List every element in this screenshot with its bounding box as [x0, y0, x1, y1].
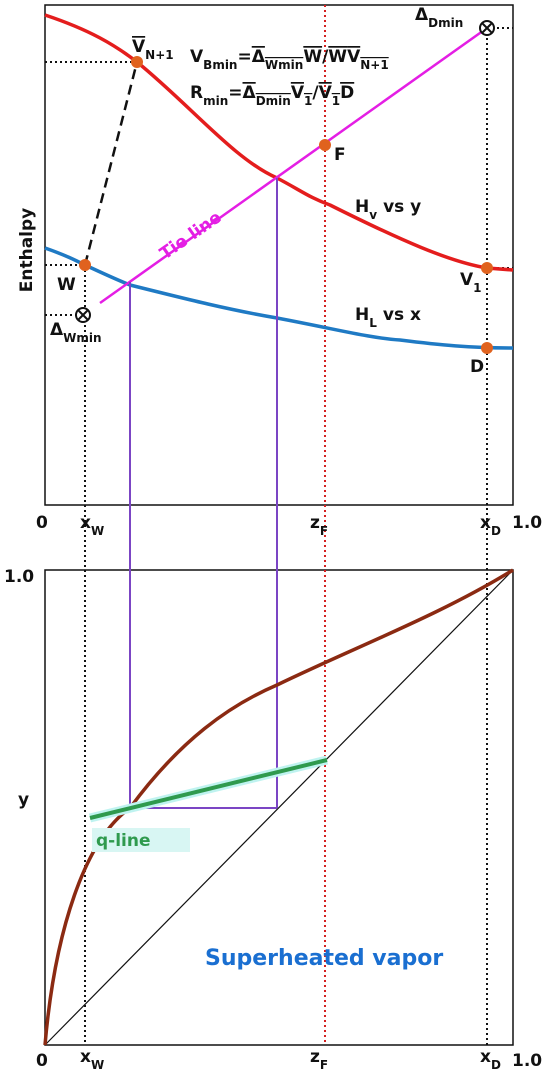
- label-part: x: [480, 1047, 491, 1067]
- label-part: V: [132, 37, 146, 57]
- cross: [77, 309, 89, 321]
- label-part: 1: [473, 281, 481, 295]
- point-label: VN+1: [132, 37, 174, 62]
- eq-part: Δ: [252, 47, 266, 67]
- x-label: zF: [310, 1047, 328, 1072]
- hl-curve: [44, 246, 514, 350]
- label-part: V: [460, 270, 474, 290]
- q-line: [89, 758, 328, 820]
- hv-curve: [44, 13, 514, 272]
- eq-part: /: [312, 83, 319, 103]
- x-label: zF: [310, 513, 328, 538]
- bottom-frame: [44, 569, 514, 1046]
- eq-part: 1: [332, 94, 340, 108]
- label-part: F: [320, 524, 328, 538]
- label-part: v: [369, 208, 377, 222]
- label-part: H: [355, 305, 369, 325]
- tie-line-label: Tie line: [156, 207, 225, 264]
- eq-part: =: [228, 83, 242, 103]
- eq-part: Dmin: [256, 94, 291, 108]
- point-label: W: [57, 275, 76, 295]
- eq-part: V: [190, 47, 204, 67]
- x-label: xW: [80, 1047, 104, 1072]
- y-axis-label: y: [18, 790, 29, 810]
- eq-part: V: [319, 83, 333, 103]
- eq-part: =: [237, 47, 251, 67]
- curve-label: HL vs x: [355, 305, 421, 330]
- equation: VBmin=ΔWminW/WVN+1: [190, 47, 389, 72]
- label-part: N+1: [145, 48, 173, 62]
- point: [131, 56, 143, 68]
- label-part: x: [480, 513, 491, 533]
- point-label: ΔDmin: [415, 5, 463, 30]
- label-part: x: [80, 513, 91, 533]
- label-part: F: [320, 1058, 328, 1072]
- label-part: W: [91, 524, 104, 538]
- point: [481, 262, 493, 274]
- x-label: 1.0: [512, 513, 542, 533]
- eq-part: min: [203, 94, 228, 108]
- point: [319, 139, 331, 151]
- label-part: vs y: [383, 197, 421, 217]
- eq-part: Bmin: [203, 58, 237, 72]
- label-part: Dmin: [428, 16, 463, 30]
- point: [79, 259, 91, 271]
- label-part: D: [491, 1058, 501, 1072]
- diagonal: [44, 569, 514, 1046]
- condition-label: Superheated vapor: [205, 946, 443, 971]
- equation: Rmin=ΔDminV1/V1D: [190, 83, 354, 108]
- label-part: z: [310, 1047, 320, 1067]
- cross: [481, 22, 493, 34]
- y-axis-label: Enthalpy: [17, 208, 37, 293]
- curve-label: Hv vs y: [355, 197, 421, 222]
- eq-part: V: [291, 83, 305, 103]
- label-part: Δ: [50, 320, 64, 340]
- q-line-label-bg: [92, 828, 190, 852]
- eq-part: 1: [304, 94, 312, 108]
- x-label: xD: [480, 1047, 501, 1072]
- label-part: Wmin: [63, 331, 101, 345]
- equilibrium-curve: [43, 568, 514, 1046]
- label-part: D: [491, 524, 501, 538]
- eq-part: Wmin: [265, 58, 303, 72]
- cross-point: [75, 20, 495, 323]
- label-part: vs x: [383, 305, 421, 325]
- top-frame: [44, 4, 514, 506]
- point-label: D: [470, 357, 484, 377]
- q-line-label: q-line: [96, 831, 151, 851]
- label-part: Δ: [415, 5, 429, 25]
- eq-part: /: [322, 47, 329, 67]
- point-label: ΔWmin: [50, 320, 102, 345]
- point: [481, 342, 493, 354]
- x-label: 1.0: [512, 1051, 542, 1071]
- x-label: xD: [480, 513, 501, 538]
- eq-part: R: [190, 83, 203, 103]
- eq-part: W: [328, 47, 347, 67]
- x-label: 0: [36, 513, 48, 533]
- eq-part: V: [347, 47, 361, 67]
- x-label: 0: [36, 1051, 48, 1071]
- x-label: xW: [80, 513, 104, 538]
- label-part: H: [355, 197, 369, 217]
- dashed-line: [83, 61, 139, 266]
- point-label: V1: [460, 270, 482, 295]
- construction: [129, 178, 278, 809]
- eq-part: N+1: [360, 58, 388, 72]
- eq-part: W: [303, 47, 322, 67]
- label-part: W: [91, 1058, 104, 1072]
- label-part: z: [310, 513, 320, 533]
- label-part: L: [369, 316, 377, 330]
- tie-line: [99, 26, 488, 305]
- eq-part: Δ: [243, 83, 257, 103]
- eq-part: D: [340, 83, 354, 103]
- point-label: F: [334, 145, 346, 165]
- label-part: x: [80, 1047, 91, 1067]
- y-axis-top: 1.0: [4, 567, 34, 587]
